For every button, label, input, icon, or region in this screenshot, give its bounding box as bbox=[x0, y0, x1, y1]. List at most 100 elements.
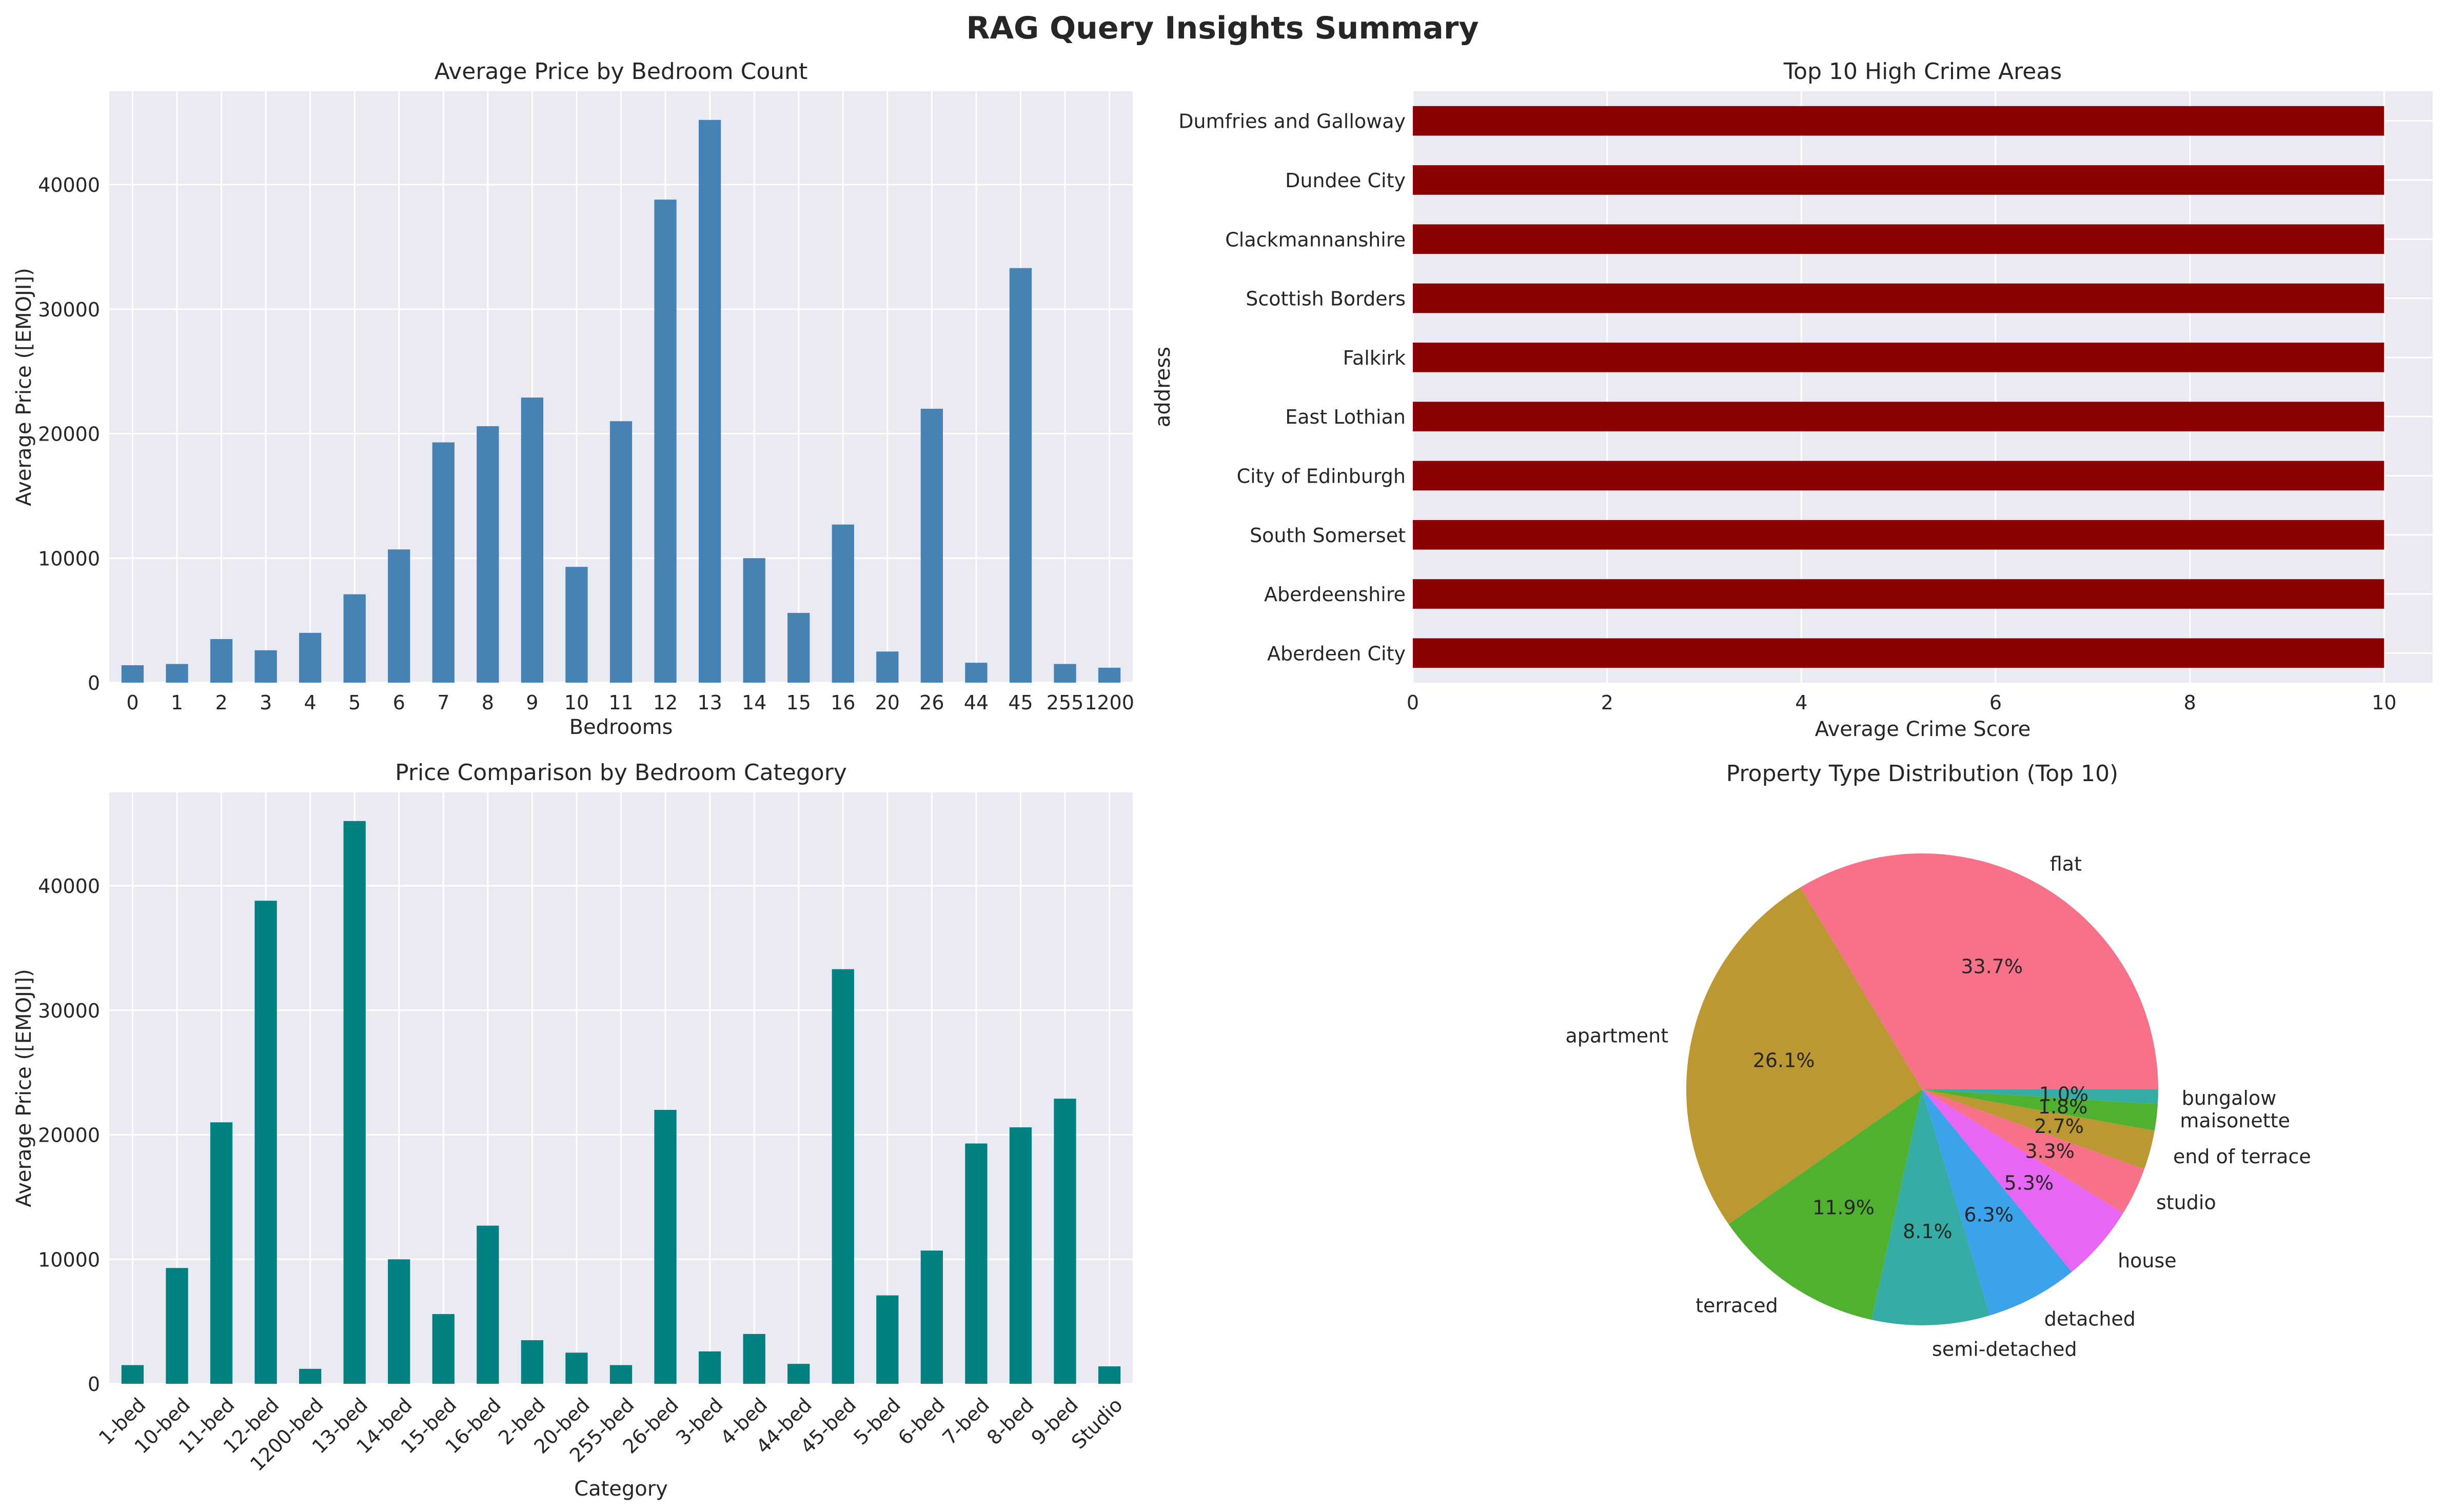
bar bbox=[521, 397, 544, 683]
bar bbox=[388, 1259, 410, 1384]
slice-label: semi-detached bbox=[1932, 1338, 2077, 1361]
chart-title: Property Type Distribution (Top 10) bbox=[1726, 761, 2118, 787]
slice-label: bungalow bbox=[2182, 1087, 2277, 1109]
chart-title: Average Price by Bedroom Count bbox=[435, 58, 808, 85]
slice-percent-label: 26.1% bbox=[1753, 1049, 1815, 1071]
bar bbox=[388, 549, 410, 683]
y-tick-label: Dumfries and Galloway bbox=[1178, 110, 1406, 133]
slice-percent-label: 3.3% bbox=[2025, 1140, 2075, 1163]
x-tick-label: 11 bbox=[608, 691, 633, 714]
bar bbox=[743, 558, 765, 683]
bar bbox=[521, 1340, 544, 1384]
bar bbox=[254, 901, 277, 1384]
bar bbox=[166, 1268, 188, 1384]
pie-slice bbox=[1728, 1089, 1922, 1320]
y-tick-label: Aberdeen City bbox=[1267, 642, 1406, 665]
y-tick-label: South Somerset bbox=[1250, 524, 1406, 547]
bar bbox=[299, 632, 322, 683]
x-tick-label: 10 bbox=[2372, 691, 2396, 714]
bar bbox=[210, 639, 233, 683]
y-tick-label: 40000 bbox=[38, 174, 100, 196]
pie-slice bbox=[1686, 887, 1922, 1224]
y-tick-label: 0 bbox=[88, 672, 100, 694]
pie-slice bbox=[1922, 1089, 2158, 1131]
y-axis-label: address bbox=[1151, 347, 1175, 427]
bar bbox=[832, 969, 854, 1384]
y-axis-label: Average Price ([EMOJI]) bbox=[12, 969, 36, 1207]
x-axis-label: Average Crime Score bbox=[1815, 718, 2031, 741]
y-tick-label: 20000 bbox=[38, 1124, 100, 1147]
x-tick-label: 5-bed bbox=[849, 1394, 905, 1449]
slice-percent-label: 33.7% bbox=[1961, 956, 2023, 978]
x-tick-label: 4 bbox=[1795, 691, 1807, 714]
bar bbox=[876, 1295, 899, 1384]
slice-percent-label: 6.3% bbox=[1964, 1204, 2014, 1226]
bar bbox=[965, 1143, 988, 1384]
bar bbox=[1009, 268, 1032, 683]
bar bbox=[609, 1365, 633, 1384]
bar bbox=[1413, 283, 2384, 313]
x-tick-label: 45 bbox=[1008, 691, 1033, 714]
bar bbox=[254, 650, 277, 683]
pie-slice bbox=[1922, 1089, 2155, 1169]
x-tick-label: 0 bbox=[1407, 691, 1419, 714]
x-tick-label: 15 bbox=[786, 691, 811, 714]
x-tick-label: 26 bbox=[919, 691, 944, 714]
bar bbox=[787, 1364, 810, 1384]
x-tick-label: 13 bbox=[697, 691, 722, 714]
figure-suptitle: RAG Query Insights Summary bbox=[966, 10, 1478, 46]
bar bbox=[609, 421, 633, 683]
y-tick-label: Scottish Borders bbox=[1246, 288, 1406, 310]
x-tick-label: 44 bbox=[964, 691, 989, 714]
x-tick-label: 9 bbox=[526, 691, 538, 714]
pie-slice bbox=[1922, 1089, 2144, 1213]
y-tick-label: Dundee City bbox=[1285, 169, 1406, 192]
bar bbox=[121, 665, 144, 683]
chart-title: Top 10 High Crime Areas bbox=[1783, 58, 2062, 85]
x-tick-label: 16 bbox=[831, 691, 855, 714]
slice-label: terraced bbox=[1695, 1295, 1778, 1317]
bar bbox=[121, 1365, 144, 1384]
x-tick-label: 7 bbox=[437, 691, 449, 714]
x-tick-label: 14 bbox=[742, 691, 766, 714]
y-tick-label: Aberdeenshire bbox=[1264, 583, 1406, 606]
x-tick-label: 0 bbox=[126, 691, 139, 714]
y-tick-label: Falkirk bbox=[1343, 347, 1406, 369]
x-tick-label: 12 bbox=[653, 691, 678, 714]
bar bbox=[210, 1122, 233, 1384]
y-tick-label: 30000 bbox=[38, 299, 100, 321]
bar bbox=[1413, 402, 2384, 431]
slice-label: house bbox=[2118, 1249, 2177, 1272]
chart-title: Price Comparison by Bedroom Category bbox=[395, 760, 847, 786]
bar bbox=[1098, 667, 1121, 683]
bar bbox=[343, 821, 366, 1384]
bar bbox=[698, 120, 721, 683]
y-axis-label: Average Price ([EMOJI]) bbox=[12, 268, 36, 506]
bar bbox=[787, 613, 810, 683]
x-tick-label: 2 bbox=[1601, 691, 1613, 714]
bar bbox=[432, 442, 455, 683]
x-tick-label: 8-bed bbox=[982, 1394, 1038, 1449]
x-tick-label: 10 bbox=[564, 691, 589, 714]
bar bbox=[654, 200, 677, 683]
pie-slice bbox=[1800, 853, 2158, 1089]
x-axis-label: Category bbox=[574, 1477, 668, 1501]
x-tick-label: Studio bbox=[1067, 1394, 1127, 1454]
category-price-bar-chart: 0100002000030000400001-bed10-bed11-bed12… bbox=[12, 760, 1133, 1501]
x-tick-label: 6 bbox=[1989, 691, 2002, 714]
bar bbox=[477, 426, 499, 683]
x-tick-label: 3-bed bbox=[672, 1394, 727, 1449]
bar bbox=[299, 1368, 322, 1384]
x-tick-label: 6-bed bbox=[894, 1394, 950, 1449]
x-axis-label: Bedrooms bbox=[569, 715, 673, 739]
slice-label: detached bbox=[2044, 1308, 2136, 1330]
bar bbox=[743, 1334, 765, 1384]
bar bbox=[654, 1109, 677, 1384]
pie-slice bbox=[1871, 1089, 1990, 1325]
bar bbox=[965, 663, 988, 683]
crime-areas-bar-chart: 0 2 4 6 8 10 Dumfries and Galloway Dundee City C… bbox=[1151, 58, 2433, 741]
y-tick-label: East Lothian bbox=[1285, 406, 1406, 428]
x-tick-label: 1200 bbox=[1085, 691, 1134, 714]
pie-slice bbox=[1922, 1089, 2158, 1104]
